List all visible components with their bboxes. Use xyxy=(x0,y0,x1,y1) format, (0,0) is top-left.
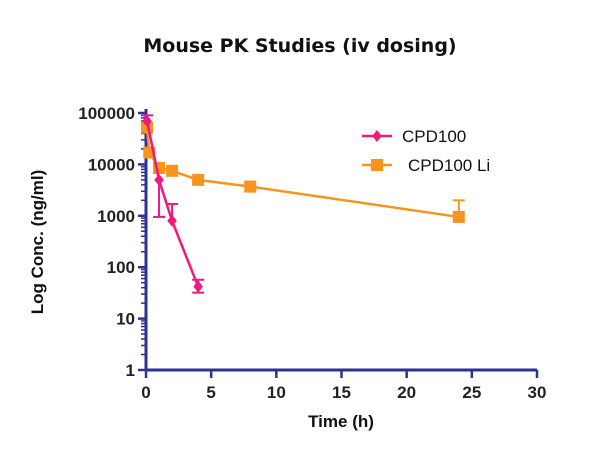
x-tick-label: 15 xyxy=(332,383,351,402)
x-tick-label: 20 xyxy=(397,383,416,402)
data-point xyxy=(244,180,257,193)
series-cpd100 xyxy=(141,114,205,294)
data-point xyxy=(142,114,152,127)
legend-marker xyxy=(371,159,383,171)
data-point xyxy=(452,210,465,223)
x-tick-label: 25 xyxy=(462,383,481,402)
legend-marker xyxy=(372,130,382,142)
y-tick-label: 1 xyxy=(126,361,135,380)
y-tick-label: 1000 xyxy=(97,207,135,226)
y-tick-label: 100000 xyxy=(78,104,135,123)
x-tick-label: 0 xyxy=(141,383,150,402)
data-point xyxy=(193,280,203,293)
legend-label: CPD100 Li xyxy=(408,156,490,175)
data-point xyxy=(166,164,179,177)
legend-item: CPD100 xyxy=(362,127,466,146)
x-tick-label: 5 xyxy=(206,383,215,402)
y-tick-label: 100 xyxy=(107,258,135,277)
x-tick-label: 30 xyxy=(528,383,547,402)
y-tick-label: 10000 xyxy=(88,155,135,174)
y-axis-label: Log Conc. (ng/ml) xyxy=(28,170,47,314)
series-line xyxy=(145,120,200,288)
legend-label: CPD100 xyxy=(402,127,466,146)
chart-title: Mouse PK Studies (iv dosing) xyxy=(143,35,456,57)
x-tick-label: 10 xyxy=(267,383,286,402)
legend-item: CPD100 Li xyxy=(362,156,490,175)
y-tick-label: 10 xyxy=(116,310,135,329)
data-point xyxy=(154,173,164,186)
x-axis-label: Time (h) xyxy=(308,412,374,431)
data-point xyxy=(167,214,177,227)
data-point xyxy=(192,173,205,186)
